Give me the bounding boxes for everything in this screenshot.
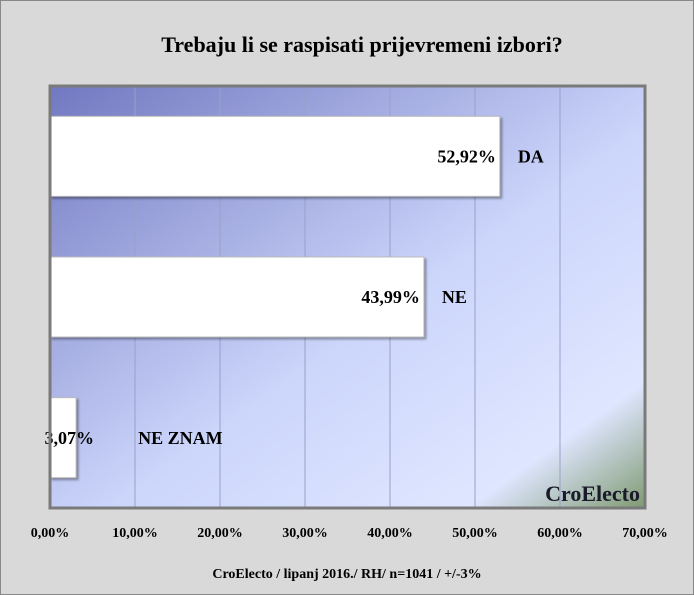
category-label: DA (518, 146, 544, 166)
plot-frame (48, 84, 647, 510)
x-tick-label: 70,00% (622, 526, 668, 541)
x-tick-label: 60,00% (537, 526, 583, 541)
category-label: NE (442, 287, 467, 307)
value-label: 52,92% (437, 146, 496, 166)
x-tick-label: 10,00% (112, 526, 158, 541)
value-label: 3,07% (45, 428, 95, 448)
x-tick-label: 20,00% (197, 526, 243, 541)
footer: CroElecto / lipanj 2016./ RH/ n=1041 / +… (212, 567, 481, 582)
value-label: 43,99% (361, 287, 420, 307)
x-tick-label: 0,00% (31, 526, 70, 541)
x-tick-label: 30,00% (282, 526, 328, 541)
bar (49, 115, 501, 197)
x-tick-label: 40,00% (367, 526, 413, 541)
bar (49, 256, 425, 338)
watermark: CroElecto (545, 481, 640, 506)
chart-title: Trebaju li se raspisati prijevremeni izb… (161, 32, 562, 57)
x-tick-label: 50,00% (452, 526, 498, 541)
category-label: NE ZNAM (138, 428, 223, 448)
